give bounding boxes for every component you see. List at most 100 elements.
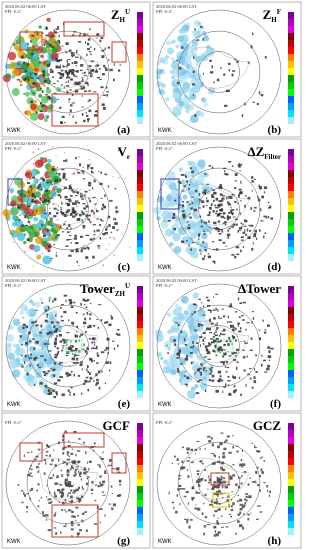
panel: 2020.06.02 06:00 LSTPPI -0.2°VrKWK(c) (2, 139, 150, 274)
title-sub: H (271, 16, 277, 24)
colorbar-cell (137, 384, 143, 391)
panel-label: (a) (117, 124, 130, 136)
panel-label: (d) (268, 261, 282, 273)
colorbar-cell (137, 486, 143, 493)
colorbar-cell (288, 191, 294, 198)
colorbar-cell (137, 33, 143, 40)
panel-label: (b) (268, 124, 282, 136)
colorbar-cell (137, 117, 143, 124)
site-label: KWK (7, 402, 21, 408)
colorbar-cell (288, 342, 294, 349)
colorbar-cell (137, 363, 143, 370)
colorbar-cell (137, 247, 143, 254)
colorbar-cell (137, 493, 143, 500)
colorbar-cell (288, 321, 294, 328)
colorbar-cell (137, 19, 143, 26)
colorbar-cell (137, 68, 143, 75)
colorbar-cell (288, 356, 294, 363)
colorbar-cell (137, 314, 143, 321)
colorbar-cell (137, 479, 143, 486)
colorbar-cell (288, 54, 294, 61)
colorbar-cell (288, 300, 294, 307)
colorbar-cell (288, 377, 294, 384)
colorbar-cell (288, 156, 294, 163)
colorbar-cell (137, 300, 143, 307)
colorbar-cell (288, 370, 294, 377)
panel-header: PPI -0.2° (156, 420, 173, 425)
colorbar-cell (137, 377, 143, 384)
colorbar-cell (137, 163, 143, 170)
colorbar-cell (288, 117, 294, 124)
site-label: KWK (158, 128, 172, 134)
colorbar-cell (137, 177, 143, 184)
site-label: KWK (7, 265, 21, 271)
colorbar-cell (288, 328, 294, 335)
panel-header: PPI -0.2° (156, 146, 173, 151)
panel-label: (e) (118, 398, 131, 410)
colorbar-cell (137, 12, 143, 19)
colorbar-cell (137, 356, 143, 363)
colorbar-cell (137, 528, 143, 535)
colorbar-cell (137, 54, 143, 61)
colorbar-cell (288, 500, 294, 507)
colorbar-cell (288, 437, 294, 444)
colorbar-cell (137, 191, 143, 198)
title-main: Z (263, 7, 272, 22)
colorbar-cell (137, 219, 143, 226)
colorbar-cell (288, 205, 294, 212)
colorbar-cell (288, 444, 294, 451)
panel-header: PPI -0.2° (156, 9, 173, 14)
colorbar-cell (137, 240, 143, 247)
colorbar-cell (137, 170, 143, 177)
colorbar-cell (288, 226, 294, 233)
colorbar-cell (137, 61, 143, 68)
panel: PPI -0.2°GCFKWK(g) (2, 413, 150, 548)
colorbar-cell (137, 500, 143, 507)
colorbar-cell (137, 184, 143, 191)
colorbar-cell (288, 96, 294, 103)
colorbar-cell (288, 430, 294, 437)
colorbar-cell (288, 26, 294, 33)
figure: 2020.06.02 06:00 LSTPPI -0.2°ZHUKWK(a)20… (0, 0, 304, 550)
panel-header: PPI -0.2° (5, 9, 22, 14)
colorbar-cell (137, 349, 143, 356)
colorbar-cell (137, 521, 143, 528)
colorbar-cell (288, 335, 294, 342)
colorbar-cell (288, 170, 294, 177)
colorbar-cell (137, 286, 143, 293)
panel-title: GCZ (253, 418, 282, 433)
colorbar-cell (288, 528, 294, 535)
colorbar-cell (137, 96, 143, 103)
site-label: KWK (158, 265, 172, 271)
colorbar-cell (288, 212, 294, 219)
colorbar-cell (137, 391, 143, 398)
colorbar-cell (288, 286, 294, 293)
colorbar-cell (288, 184, 294, 191)
colorbar-cell (137, 328, 143, 335)
panel-title: ΔTower (238, 281, 281, 296)
colorbar-cell (288, 61, 294, 68)
site-label: KWK (158, 539, 172, 545)
colorbar-cell (288, 233, 294, 240)
panel-label: (g) (117, 535, 130, 547)
colorbar-cell (288, 247, 294, 254)
colorbar-cell (137, 82, 143, 89)
colorbar-cell (288, 507, 294, 514)
panel: 2020.06.02 06:00 LSTPPI -0.2°ZHUKWK(a) (2, 2, 150, 137)
colorbar-cell (288, 33, 294, 40)
title-sub: r (127, 153, 130, 161)
panel-label: (h) (268, 535, 282, 547)
colorbar-cell (137, 293, 143, 300)
colorbar-cell (137, 89, 143, 96)
panel: 2020.06.02 06:00 LSTPPI -0.2°ΔTowerKWK(f… (153, 276, 301, 411)
colorbar-cell (288, 486, 294, 493)
colorbar-cell (137, 465, 143, 472)
title-main: GCZ (253, 418, 282, 433)
colorbar-cell (137, 321, 143, 328)
panel-label: (f) (270, 398, 281, 410)
colorbar-cell (137, 437, 143, 444)
panel: 2020.06.02 06:00 LSTPPI -0.2°ΔZFilterKWK… (153, 139, 301, 274)
colorbar-cell (288, 314, 294, 321)
colorbar-cell (137, 110, 143, 117)
colorbar-cell (137, 226, 143, 233)
